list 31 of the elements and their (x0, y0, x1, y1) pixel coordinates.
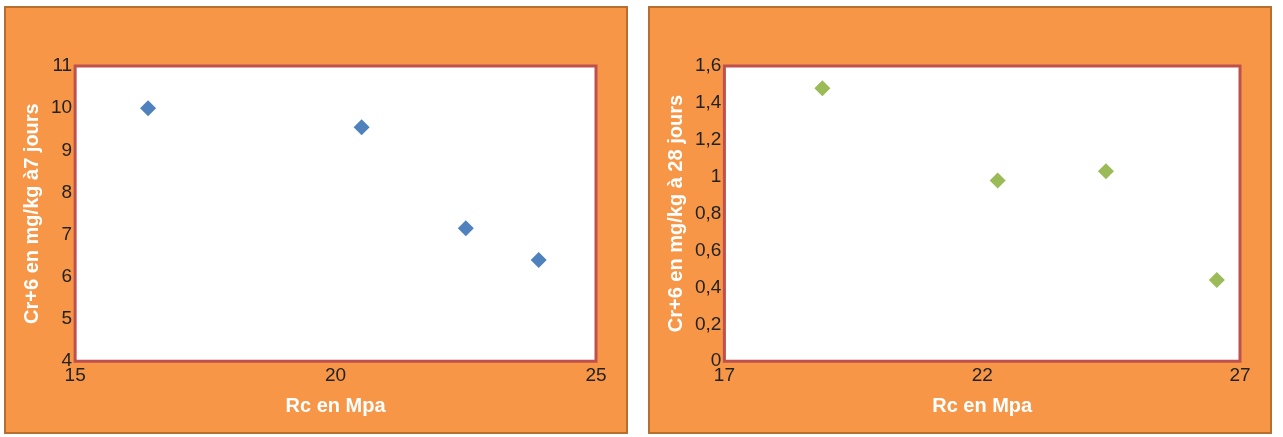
y-tick-label: 1,4 (694, 91, 722, 113)
y-tick-label: 1,6 (694, 54, 722, 76)
y-tick-label: 8 (61, 180, 73, 202)
y-tick-label: 1,2 (694, 128, 722, 150)
y-tick-label: 7 (61, 222, 73, 244)
point (353, 119, 370, 136)
point (1208, 272, 1225, 289)
x-axis-title: Rc en Mpa (285, 393, 387, 416)
point (530, 251, 547, 268)
y-tick-label: 1 (710, 164, 722, 186)
point (814, 80, 831, 97)
y-tick-label: 0,4 (694, 275, 722, 297)
y-tick-label: 0,2 (694, 312, 722, 334)
y-tick-label: 0,8 (694, 201, 722, 223)
x-axis-title: Rc en Mpa (932, 393, 1034, 416)
x-tick-label: 27 (1229, 363, 1251, 385)
y-tick-label: 0,6 (694, 238, 722, 260)
point (1097, 163, 1114, 180)
y-axis-title: Cr+6 en mg/kg à 28 jours (663, 94, 686, 333)
point (140, 100, 157, 117)
y-axis-title: Cr+6 en mg/kg à7 jours (19, 103, 42, 324)
x-tick-label: 22 (971, 363, 993, 385)
x-tick-label: 20 (325, 363, 347, 385)
y-tick-label: 5 (61, 307, 73, 329)
y-tick-label: 6 (61, 265, 73, 287)
point (989, 172, 1006, 189)
y-tick-label: 10 (50, 96, 73, 118)
x-tick-label: 25 (585, 363, 607, 385)
point (457, 220, 474, 237)
y-tick-label: 11 (52, 54, 73, 76)
y-tick-label: 9 (61, 138, 73, 160)
